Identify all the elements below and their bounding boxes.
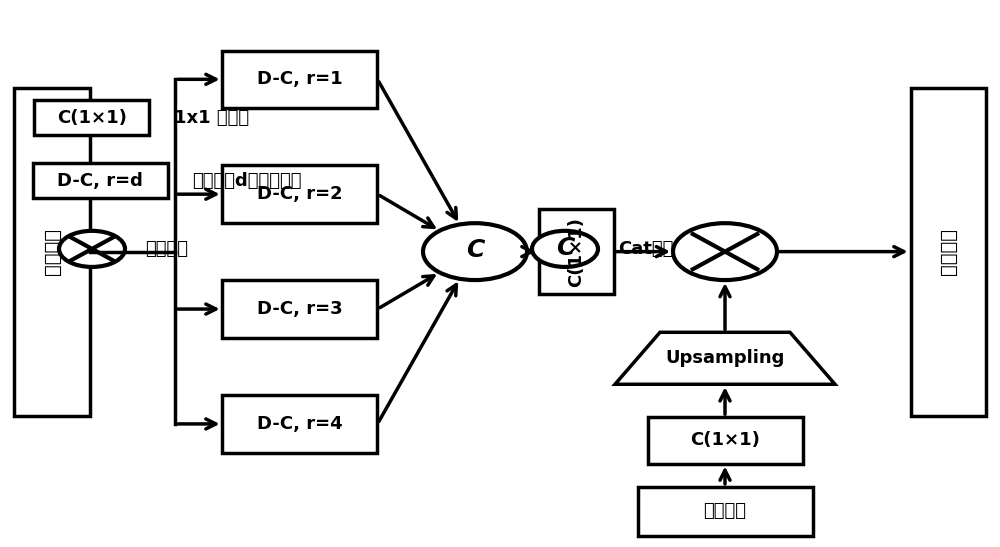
Bar: [222, 395, 377, 453]
Text: 高层特征: 高层特征: [704, 503, 746, 520]
Bar: [222, 51, 377, 108]
Text: 低层特征: 低层特征: [42, 228, 62, 275]
Text: D-C, r=3: D-C, r=3: [257, 300, 343, 318]
Bar: [32, 162, 168, 198]
Text: 空洞率为d的空洞卷积: 空洞率为d的空洞卷积: [192, 172, 302, 189]
Circle shape: [673, 223, 777, 280]
Text: 输出特征: 输出特征: [938, 228, 958, 275]
Bar: [910, 88, 986, 416]
Bar: [222, 165, 377, 223]
Circle shape: [59, 231, 125, 267]
Bar: [222, 281, 377, 337]
Text: D-C, r=d: D-C, r=d: [57, 172, 143, 189]
Circle shape: [532, 231, 598, 267]
Text: 1x1 卷积层: 1x1 卷积层: [175, 109, 250, 126]
Text: C: C: [556, 236, 574, 260]
Circle shape: [423, 223, 527, 280]
Bar: [538, 209, 614, 294]
Text: Cat连接: Cat连接: [618, 240, 673, 258]
Bar: [34, 100, 149, 135]
Bar: [638, 487, 812, 536]
Text: C: C: [466, 238, 484, 262]
Text: D-C, r=4: D-C, r=4: [257, 415, 343, 433]
Text: C(1×1): C(1×1): [567, 217, 585, 287]
Text: Upsampling: Upsampling: [665, 350, 785, 367]
Text: C(1×1): C(1×1): [57, 109, 127, 126]
Bar: [648, 417, 802, 464]
Polygon shape: [615, 333, 835, 384]
Bar: [14, 88, 90, 416]
Text: 像素相乘: 像素相乘: [145, 240, 188, 258]
Text: D-C, r=2: D-C, r=2: [257, 185, 343, 203]
Text: C(1×1): C(1×1): [690, 432, 760, 449]
Text: D-C, r=1: D-C, r=1: [257, 71, 343, 88]
